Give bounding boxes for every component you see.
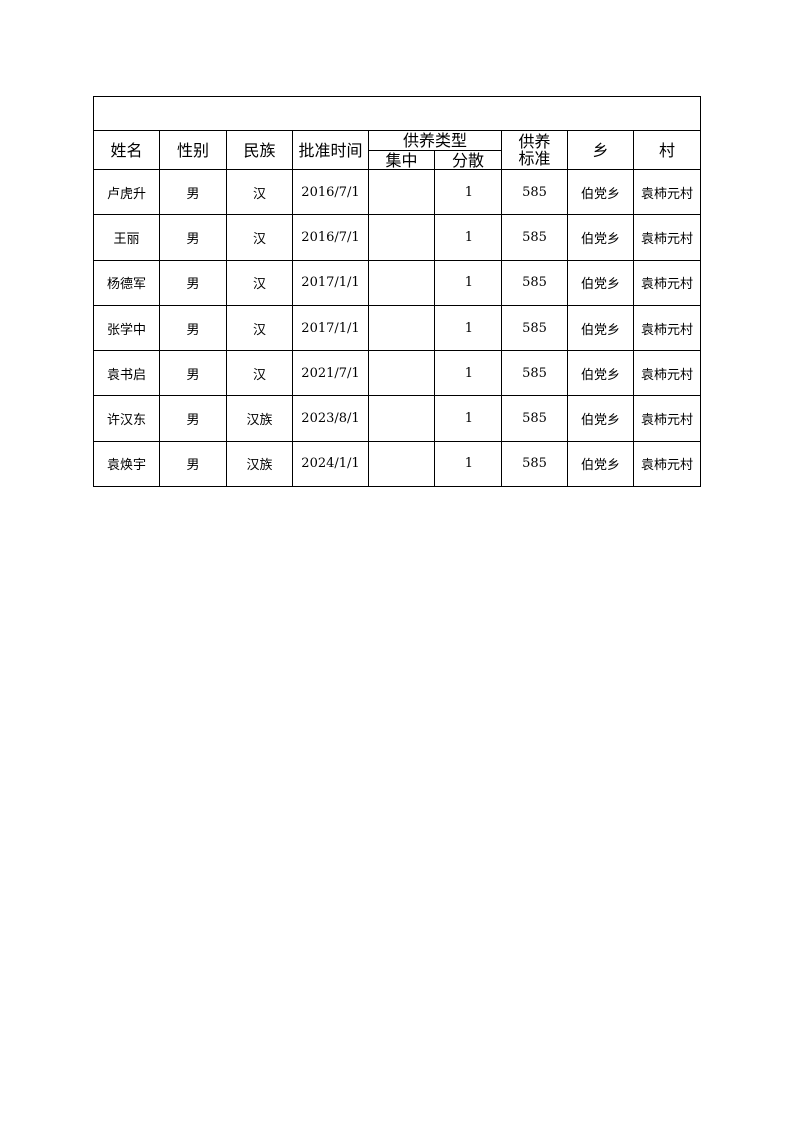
cell-township: 伯党乡 — [567, 214, 634, 261]
cell-village: 袁柿元村 — [632, 168, 702, 216]
cell-standard: 585 — [501, 259, 568, 306]
cell-village: 袁柿元村 — [632, 440, 702, 488]
cell-gender: 男 — [159, 259, 227, 306]
cell-standard: 585 — [501, 304, 568, 352]
header-standard: 供养 标准 — [501, 130, 568, 170]
cell-ethnicity: 汉 — [226, 168, 293, 216]
cell-centralized — [368, 440, 435, 488]
cell-village: 袁柿元村 — [632, 259, 702, 306]
cell-name: 杨德军 — [93, 259, 160, 306]
cell-village: 袁柿元村 — [632, 214, 702, 261]
header-ethnicity: 民族 — [226, 130, 293, 170]
cell-centralized — [368, 259, 435, 306]
cell-gender: 男 — [159, 168, 227, 216]
cell-gender: 男 — [159, 214, 227, 261]
cell-gender: 男 — [159, 395, 227, 442]
cell-gender: 男 — [159, 350, 227, 397]
cell-approval-date: 2016/7/1 — [292, 214, 369, 261]
table-title — [92, 96, 702, 131]
cell-centralized — [368, 395, 435, 442]
cell-standard: 585 — [501, 214, 568, 261]
header-gender: 性别 — [159, 130, 227, 170]
cell-standard: 585 — [501, 395, 568, 442]
table-row: 卢虎升男汉 2016/7/1 1 585 伯党乡 袁柿元村 — [93, 168, 702, 216]
table-row: 许汉东男汉族 2023/8/1 1 585 伯党乡 袁柿元村 — [93, 395, 702, 442]
cell-approval-date: 2021/7/1 — [292, 350, 369, 397]
cell-township: 伯党乡 — [567, 304, 634, 352]
cell-ethnicity: 汉 — [226, 259, 293, 306]
cell-dispersed: 1 — [434, 168, 502, 216]
cell-township: 伯党乡 — [567, 259, 634, 306]
cell-approval-date: 2016/7/1 — [292, 168, 369, 216]
cell-approval-date: 2023/8/1 — [292, 395, 369, 442]
cell-dispersed: 1 — [434, 440, 502, 488]
table-row: 袁焕宇男汉族 2024/1/1 1 585 伯党乡 袁柿元村 — [93, 440, 702, 488]
cell-centralized — [368, 350, 435, 397]
cell-ethnicity: 汉 — [226, 350, 293, 397]
cell-township: 伯党乡 — [567, 350, 634, 397]
table-row: 王丽男汉 2016/7/1 1 585 伯党乡 袁柿元村 — [93, 214, 702, 261]
table-row: 张学中男汉 2017/1/1 1 585 伯党乡 袁柿元村 — [93, 304, 702, 352]
header-village: 村 — [632, 130, 702, 170]
cell-dispersed: 1 — [434, 304, 502, 352]
header-township: 乡 — [567, 130, 634, 170]
table-row: 袁书启男汉 2021/7/1 1 585 伯党乡 袁柿元村 — [93, 350, 702, 397]
table-row: 杨德军男汉 2017/1/1 1 585 伯党乡 袁柿元村 — [93, 259, 702, 306]
cell-ethnicity: 汉 — [226, 304, 293, 352]
header-centralized: 集中 — [368, 150, 435, 170]
cell-centralized — [368, 214, 435, 261]
cell-dispersed: 1 — [434, 214, 502, 261]
support-roster-table: 姓名 性别 民族 批准时间 供养类型 供养 标准 乡 村 集中 分散 卢虎升男汉… — [92, 96, 702, 488]
cell-ethnicity: 汉族 — [226, 440, 293, 488]
cell-name: 袁书启 — [93, 350, 160, 397]
cell-dispersed: 1 — [434, 259, 502, 306]
cell-township: 伯党乡 — [567, 168, 634, 216]
cell-gender: 男 — [159, 440, 227, 488]
cell-centralized — [368, 168, 435, 216]
header-approval-date: 批准时间 — [292, 130, 369, 170]
cell-approval-date: 2017/1/1 — [292, 304, 369, 352]
cell-dispersed: 1 — [434, 350, 502, 397]
cell-standard: 585 — [501, 440, 568, 488]
cell-standard: 585 — [501, 350, 568, 397]
cell-township: 伯党乡 — [567, 440, 634, 488]
cell-name: 许汉东 — [93, 395, 160, 442]
cell-name: 卢虎升 — [93, 168, 160, 216]
cell-dispersed: 1 — [434, 395, 502, 442]
cell-township: 伯党乡 — [567, 395, 634, 442]
cell-approval-date: 2017/1/1 — [292, 259, 369, 306]
header-name: 姓名 — [93, 130, 160, 170]
cell-ethnicity: 汉 — [226, 214, 293, 261]
cell-village: 袁柿元村 — [632, 304, 702, 352]
cell-village: 袁柿元村 — [632, 395, 702, 442]
cell-centralized — [368, 304, 435, 352]
cell-name: 张学中 — [93, 304, 160, 352]
header-dispersed: 分散 — [434, 150, 502, 170]
cell-ethnicity: 汉族 — [226, 395, 293, 442]
cell-standard: 585 — [501, 168, 568, 216]
cell-name: 袁焕宇 — [93, 440, 160, 488]
cell-village: 袁柿元村 — [632, 350, 702, 397]
header-support-type: 供养类型 — [368, 130, 502, 151]
cell-name: 王丽 — [93, 214, 160, 261]
cell-gender: 男 — [159, 304, 227, 352]
cell-approval-date: 2024/1/1 — [292, 440, 369, 488]
